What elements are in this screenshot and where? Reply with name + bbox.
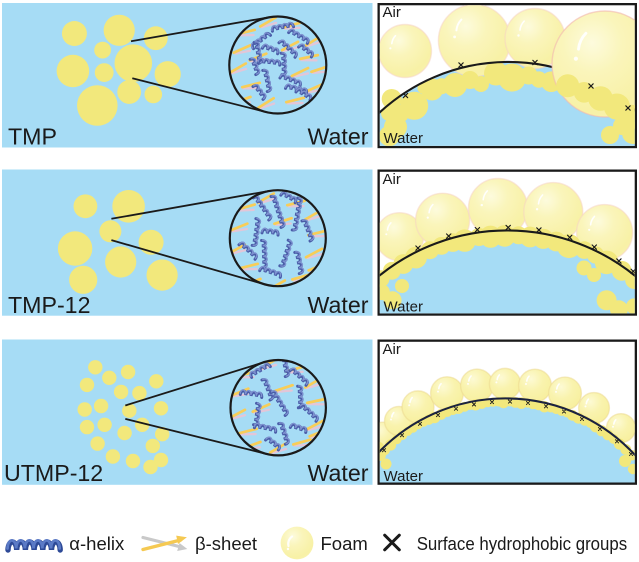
svg-text:β-sheet: β-sheet	[195, 533, 257, 554]
svg-text:Air: Air	[383, 171, 401, 188]
svg-text:Surface hydrophobic groups: Surface hydrophobic groups	[417, 533, 628, 554]
svg-text:Water: Water	[308, 460, 369, 486]
svg-text:Water: Water	[384, 298, 423, 315]
svg-text:UTMP-12: UTMP-12	[4, 460, 103, 486]
svg-text:TMP: TMP	[8, 124, 57, 150]
svg-text:Water: Water	[308, 124, 369, 150]
svg-text:Water: Water	[384, 130, 423, 147]
svg-text:Water: Water	[308, 292, 369, 318]
svg-text:TMP-12: TMP-12	[8, 292, 90, 318]
svg-text:Foam: Foam	[321, 533, 368, 554]
svg-text:α-helix: α-helix	[69, 533, 125, 554]
svg-text:Air: Air	[383, 341, 401, 358]
svg-text:Water: Water	[384, 468, 423, 485]
svg-text:Air: Air	[383, 4, 401, 21]
